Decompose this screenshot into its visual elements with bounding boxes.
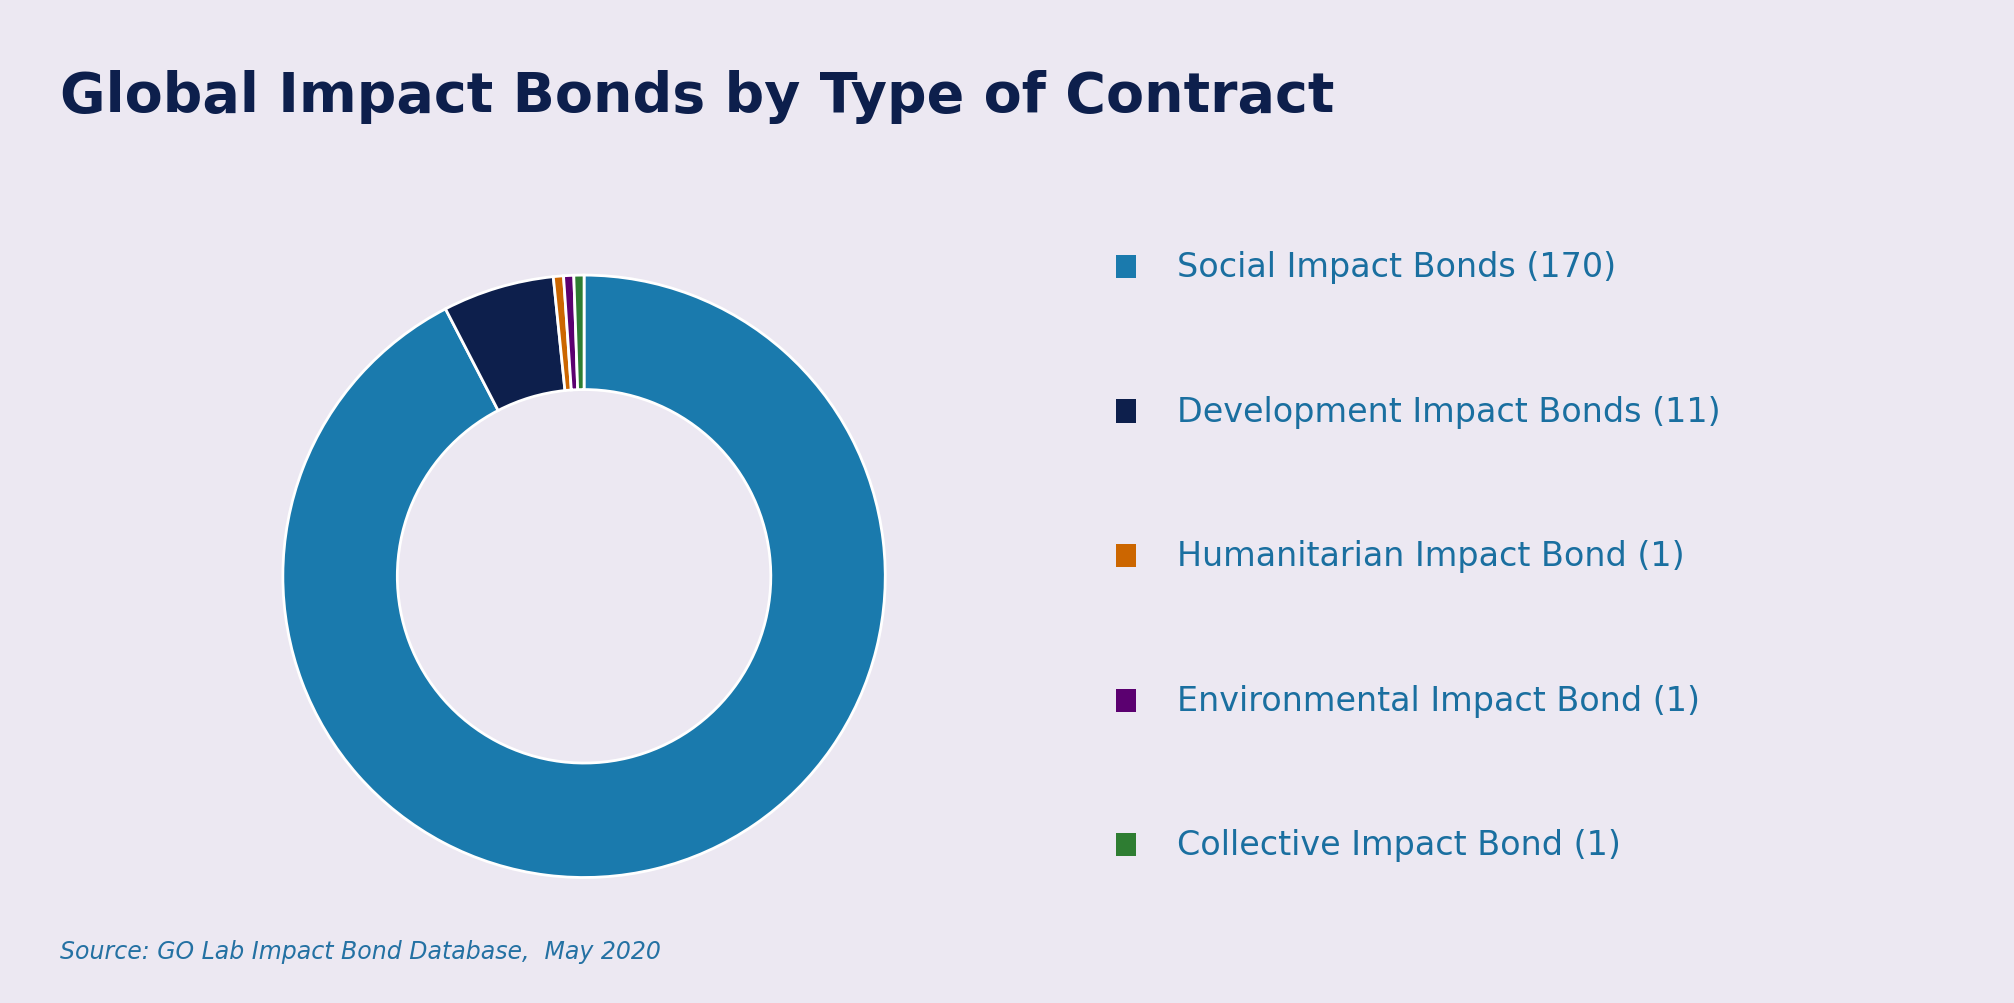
Text: Collective Impact Bond (1): Collective Impact Bond (1) [1176, 828, 1621, 862]
Text: Social Impact Bonds (170): Social Impact Bonds (170) [1176, 251, 1615, 284]
Wedge shape [282, 276, 886, 878]
Text: Humanitarian Impact Bond (1): Humanitarian Impact Bond (1) [1176, 540, 1684, 573]
Text: Environmental Impact Bond (1): Environmental Impact Bond (1) [1176, 684, 1700, 717]
Wedge shape [574, 276, 584, 390]
FancyBboxPatch shape [1116, 833, 1136, 857]
Wedge shape [554, 277, 572, 391]
FancyBboxPatch shape [1116, 689, 1136, 712]
Text: Development Impact Bonds (11): Development Impact Bonds (11) [1176, 395, 1720, 428]
Text: Global Impact Bonds by Type of Contract: Global Impact Bonds by Type of Contract [60, 70, 1335, 124]
FancyBboxPatch shape [1116, 400, 1136, 423]
FancyBboxPatch shape [1116, 256, 1136, 279]
Wedge shape [564, 276, 578, 390]
Wedge shape [445, 278, 566, 411]
FancyBboxPatch shape [1116, 545, 1136, 568]
Text: Source: GO Lab Impact Bond Database,  May 2020: Source: GO Lab Impact Bond Database, May… [60, 939, 661, 963]
